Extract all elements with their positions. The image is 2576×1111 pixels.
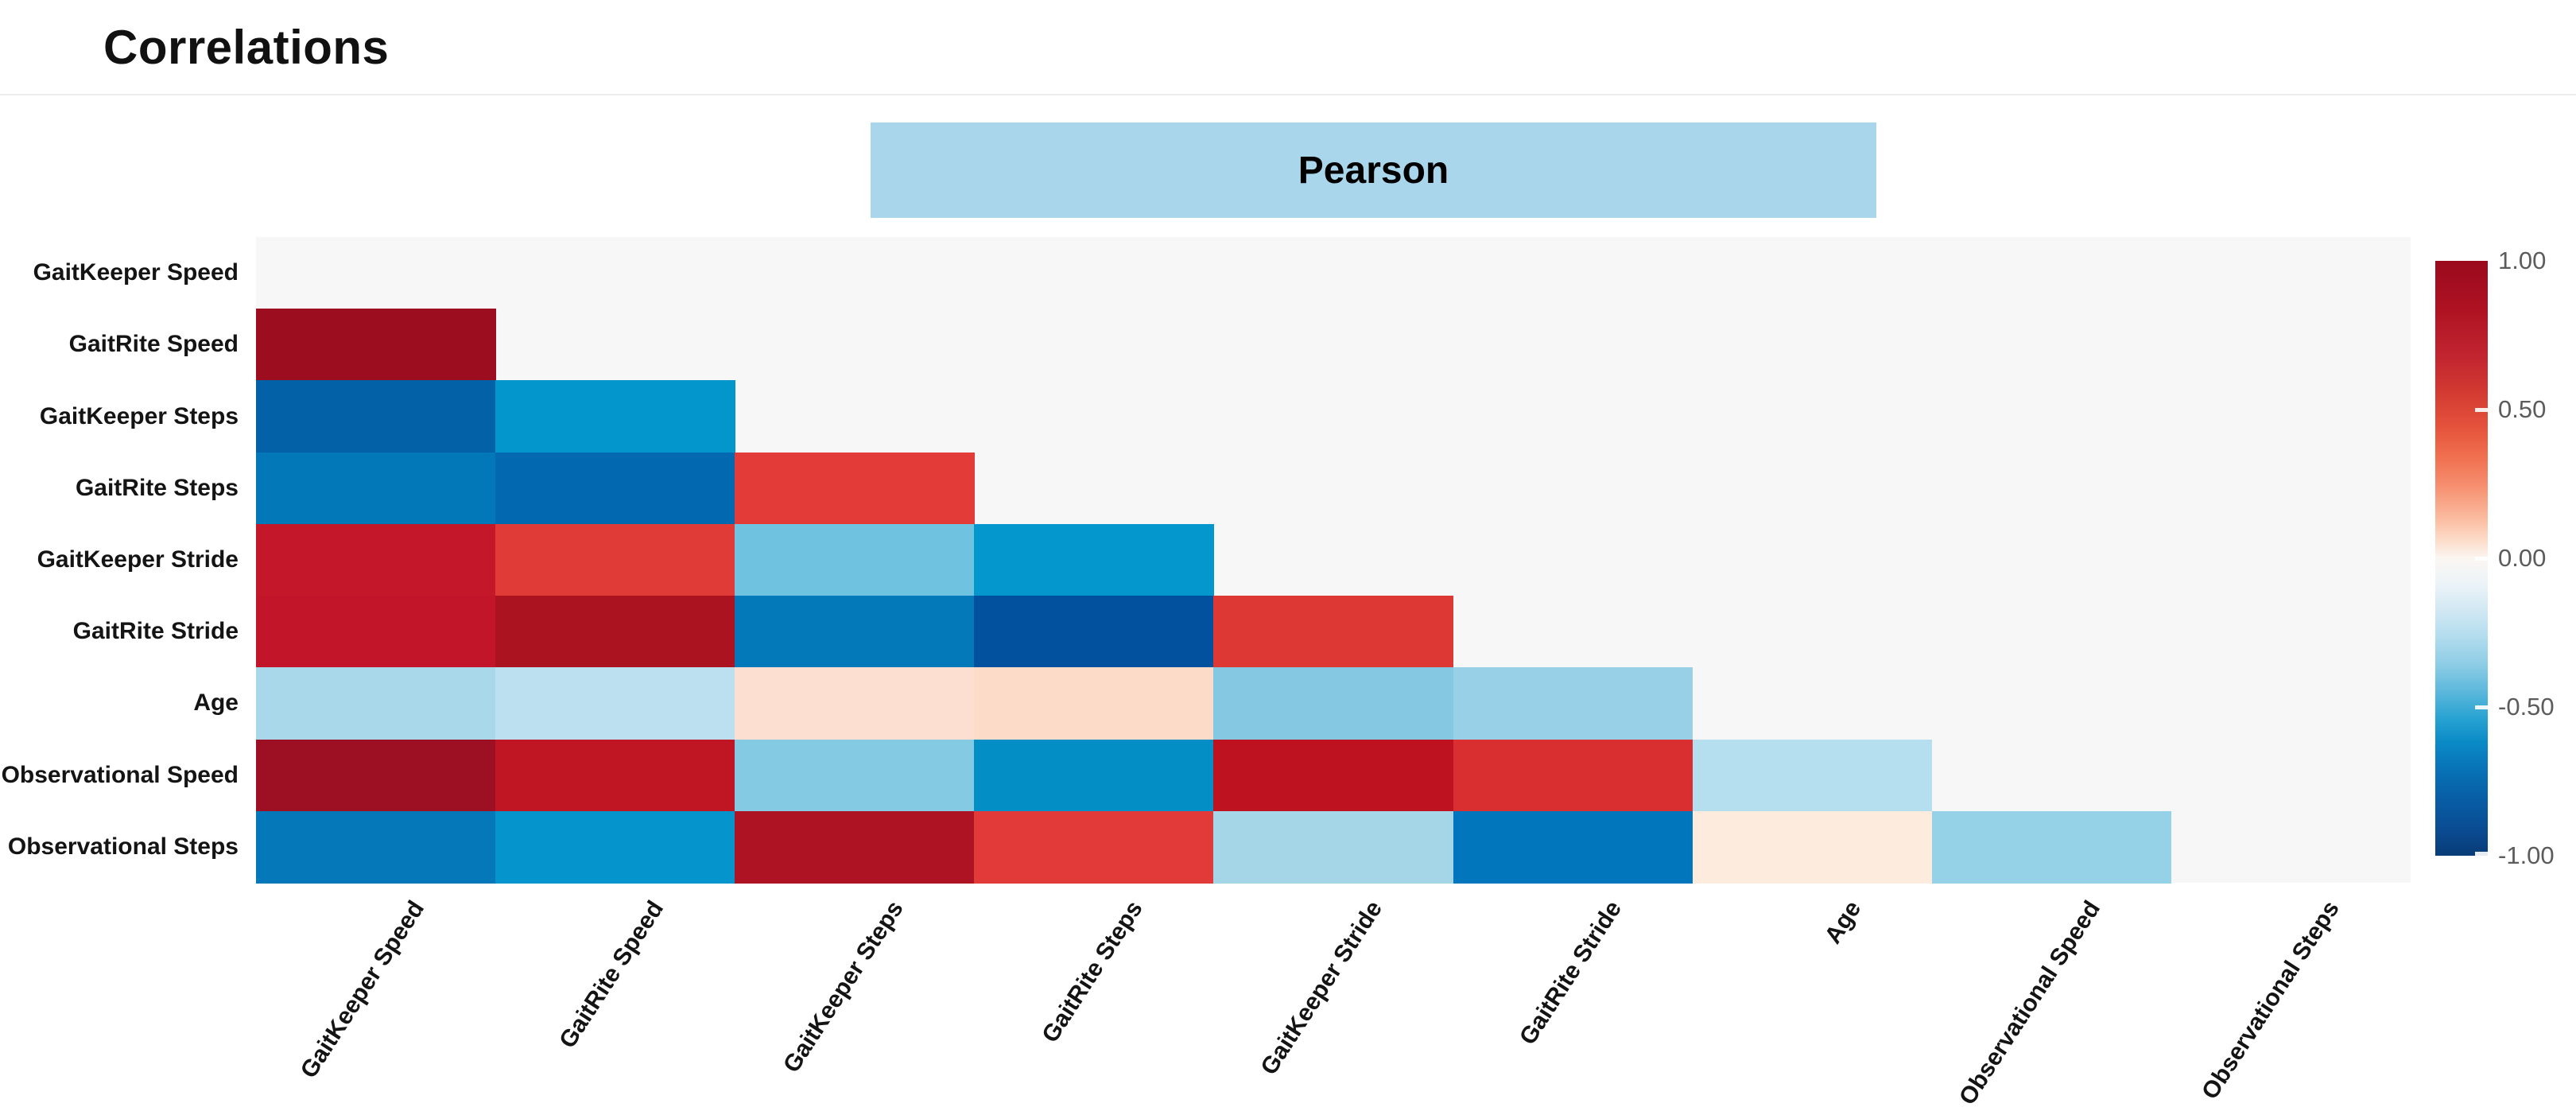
y-axis-label: GaitKeeper Steps	[39, 402, 239, 429]
y-axis-label: Observational Steps	[7, 833, 239, 860]
colorbar-tick-label: 0.50	[2498, 395, 2547, 423]
heatmap-cell	[256, 596, 496, 668]
heatmap-cell	[495, 739, 735, 812]
colorbar-tick-mark	[2475, 852, 2488, 856]
x-axis-label: Observational Speed	[1953, 896, 2106, 1110]
colorbar-tick-mark	[2475, 557, 2488, 561]
heatmap-cell	[735, 810, 975, 884]
colorbar-tick-mark	[2475, 705, 2488, 709]
colorbar-tick-mark	[2475, 408, 2488, 412]
y-axis-label: GaitRite Stride	[72, 618, 239, 645]
heatmap-cell	[1213, 667, 1454, 740]
colorbar-tick-label: -1.00	[2498, 841, 2555, 869]
method-header-band: Pearson	[871, 122, 1876, 218]
heatmap-cell	[1453, 810, 1693, 884]
heatmap-cell	[1931, 810, 2172, 884]
heatmap-cell	[1692, 739, 1933, 812]
colorbar	[2435, 261, 2488, 856]
colorbar-tick-label: -0.50	[2498, 693, 2555, 721]
x-axis-label: Age	[1819, 896, 1866, 949]
heatmap-cell	[495, 452, 735, 525]
heatmap-cell	[974, 523, 1215, 596]
heatmap-cell	[495, 596, 735, 668]
heatmap-cell	[256, 309, 496, 382]
heatmap-cell	[495, 523, 735, 596]
heatmap-cell	[256, 523, 496, 596]
heatmap-cell	[735, 596, 975, 668]
heatmap-cell	[1213, 739, 1454, 812]
results-header: Correlations	[0, 0, 2576, 94]
heatmap-cell	[735, 452, 975, 525]
y-axis-label: GaitKeeper Speed	[33, 259, 239, 286]
page-title[interactable]: Correlations	[103, 20, 390, 74]
header-separator	[0, 94, 2576, 95]
x-axis-label: GaitRite Steps	[1037, 896, 1148, 1047]
heatmap-cell	[735, 523, 975, 596]
x-axis-label: GaitRite Stride	[1514, 896, 1627, 1050]
heatmap-cell	[256, 452, 496, 525]
y-axis-label: Age	[193, 690, 239, 717]
x-axis-label: GaitRite Speed	[554, 896, 669, 1053]
heatmap-cell	[974, 596, 1215, 668]
y-axis-label: Observational Speed	[1, 761, 239, 788]
colorbar-tick-label: 0.00	[2498, 544, 2547, 572]
correlation-heatmap-panel[interactable]	[256, 237, 2411, 884]
heatmap-cell	[256, 810, 496, 884]
x-axis-label: Observational Steps	[2197, 896, 2345, 1105]
heatmap-cell	[974, 810, 1215, 884]
y-axis-label: GaitKeeper Stride	[37, 546, 239, 573]
heatmap-cell	[974, 739, 1215, 812]
heatmap-cell	[1213, 810, 1454, 884]
colorbar-tick-label: 1.00	[2498, 247, 2547, 274]
y-axis-label: GaitRite Speed	[68, 331, 239, 358]
heatmap-cell	[256, 739, 496, 812]
heatmap-cell	[256, 380, 496, 453]
heatmap-cell	[1213, 596, 1454, 668]
y-axis-label: GaitRite Steps	[75, 474, 239, 501]
method-header-label: Pearson	[1298, 149, 1449, 192]
heatmap-cell	[735, 739, 975, 812]
heatmap-cell	[256, 667, 496, 740]
heatmap-cell	[735, 667, 975, 740]
heatmap-cell	[1453, 667, 1693, 740]
heatmap-cell	[495, 810, 735, 884]
x-axis-label: GaitKeeper Steps	[778, 896, 909, 1078]
x-axis-label: GaitKeeper Stride	[1255, 896, 1387, 1080]
heatmap-cell	[1453, 739, 1693, 812]
heatmap-cell	[974, 667, 1215, 740]
x-axis-label: GaitKeeper Speed	[295, 896, 430, 1083]
heatmap-cell	[1692, 810, 1933, 884]
heatmap-cell	[495, 667, 735, 740]
heatmap-cell	[495, 380, 735, 453]
